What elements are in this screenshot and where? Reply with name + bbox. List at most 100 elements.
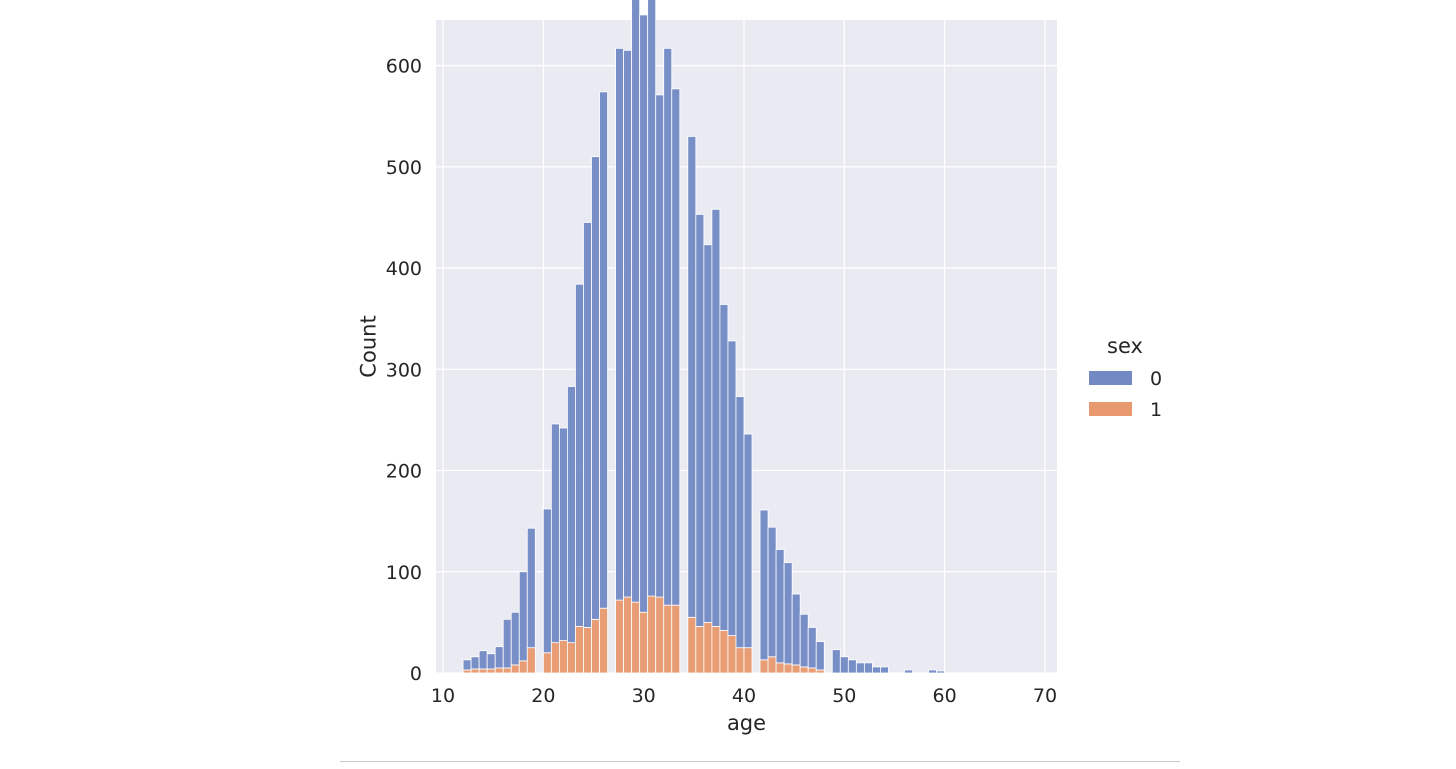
bar-sex-0 (703, 244, 713, 623)
bar-sex-1 (759, 659, 769, 674)
bar-sex-0 (615, 47, 625, 601)
bar-sex-0 (711, 208, 721, 627)
bar-sex-0 (759, 509, 769, 661)
bar-sex-1 (711, 626, 721, 674)
bar-sex-1 (655, 596, 665, 674)
bar-sex-1 (470, 668, 480, 674)
bar-sex-1 (735, 647, 745, 674)
bar-sex-0 (799, 613, 809, 668)
x-tick-label: 20 (531, 685, 555, 707)
bar-sex-0 (583, 222, 592, 628)
bar-sex-1 (462, 669, 472, 674)
bar-sex-1 (542, 652, 552, 674)
bar-sex-1 (775, 662, 785, 674)
bar-sex-1 (599, 607, 608, 674)
bar-sex-0 (847, 659, 857, 674)
bar-sex-1 (783, 663, 793, 674)
bar-sex-1 (743, 647, 753, 674)
bar-sex-1 (526, 647, 536, 674)
x-tick-label: 50 (832, 685, 856, 707)
bar-sex-0 (655, 94, 665, 598)
bar-sex-0 (807, 627, 817, 669)
bar-sex-0 (631, 0, 641, 603)
y-tick-label: 600 (386, 56, 422, 78)
bar-sex-0 (510, 611, 520, 666)
bar-sex-0 (791, 593, 801, 666)
bar-sex-1 (799, 666, 809, 674)
bar-sex-0 (831, 649, 841, 674)
bar-sex-0 (639, 14, 649, 613)
legend-swatch-0 (1089, 371, 1132, 385)
bar-sex-1 (510, 664, 520, 674)
bar-sex-0 (550, 423, 560, 644)
bar-sex-1 (591, 618, 600, 674)
bar-sex-1 (791, 664, 801, 674)
bar-sex-0 (880, 666, 889, 674)
bar-sex-1 (486, 668, 496, 674)
bar-sex-0 (526, 527, 536, 649)
bar-sex-0 (775, 549, 785, 664)
bar-sex-0 (671, 88, 681, 606)
bar-sex-1 (639, 611, 649, 674)
bar-sex-0 (767, 526, 777, 658)
bar-sex-0 (695, 213, 705, 627)
bar-sex-1 (703, 621, 713, 674)
bar-sex-1 (631, 601, 641, 674)
bar-sex-1 (719, 630, 729, 674)
legend-label-1: 1 (1150, 399, 1162, 421)
bar-sex-0 (687, 136, 697, 618)
bar-sex-0 (558, 427, 568, 642)
bar-sex-1 (478, 668, 488, 674)
bar-sex-1 (647, 595, 657, 674)
bar-sex-0 (599, 91, 608, 609)
bar-sex-1 (558, 640, 568, 674)
legend-swatch-1 (1089, 402, 1132, 416)
bar-sex-0 (815, 641, 825, 671)
bar-sex-1 (615, 599, 625, 674)
x-tick-label: 10 (431, 685, 455, 707)
bar-sex-0 (486, 653, 496, 670)
bar-sex-0 (872, 666, 881, 674)
bar-sex-1 (575, 626, 584, 674)
bar-sex-1 (663, 604, 673, 674)
bar-sex-1 (815, 669, 825, 674)
bar-sex-0 (783, 562, 793, 665)
legend-label-0: 0 (1150, 368, 1162, 390)
tick-labels: 10 20 30 40 50 60 70 0 100 200 300 400 500 600 (386, 56, 1057, 707)
bar-sex-0 (567, 386, 576, 644)
bar-sex-0 (575, 283, 584, 627)
legend-title: sex (1107, 334, 1143, 358)
y-tick-label: 100 (386, 562, 422, 584)
bar-sex-0 (928, 669, 938, 674)
bar-sex-1 (623, 596, 633, 674)
bar-sex-0 (663, 47, 673, 606)
x-axis-label: age (727, 711, 766, 735)
bar-sex-0 (719, 304, 729, 631)
bar-sex-0 (647, 0, 657, 597)
bar-sex-1 (518, 660, 528, 674)
bottom-divider (340, 761, 1180, 762)
bar-sex-1 (695, 626, 705, 674)
bar-sex-0 (478, 650, 488, 670)
x-tick-label: 30 (632, 685, 656, 707)
bar-sex-0 (727, 340, 737, 636)
y-axis-label: Count (356, 315, 380, 377)
x-tick-label: 70 (1033, 685, 1057, 707)
bar-sex-0 (470, 656, 480, 670)
bar-sex-0 (839, 656, 849, 674)
y-tick-label: 300 (386, 359, 422, 381)
legend: sex 0 1 (1089, 334, 1162, 421)
bar-sex-0 (542, 508, 552, 654)
x-tick-label: 60 (933, 685, 957, 707)
y-tick-label: 0 (410, 663, 422, 685)
bar-sex-0 (743, 433, 753, 649)
bar-sex-1 (502, 667, 512, 674)
bar-sex-0 (462, 659, 472, 671)
bar-sex-1 (807, 667, 817, 674)
bar-sex-0 (494, 646, 504, 669)
bar-sex-0 (591, 156, 600, 620)
y-tick-label: 200 (386, 461, 422, 483)
bar-sex-0 (502, 618, 512, 669)
